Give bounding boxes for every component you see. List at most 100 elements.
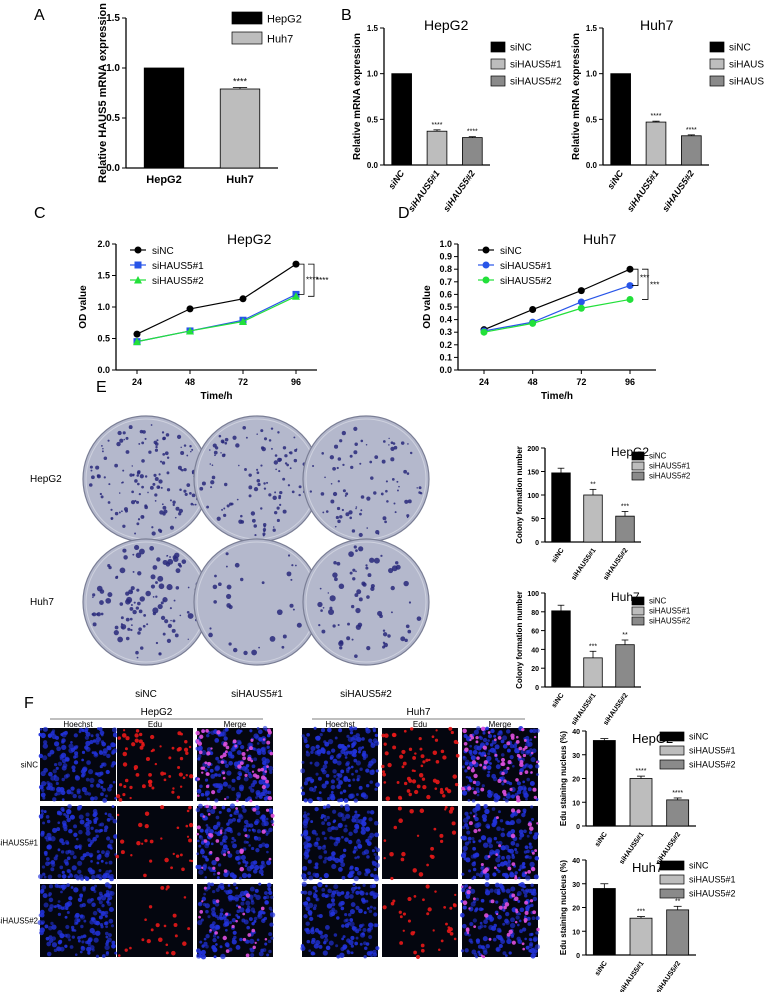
nucleus — [203, 892, 207, 896]
nucleus — [315, 744, 320, 749]
nucleus — [253, 864, 260, 871]
edu-positive-nucleus — [408, 747, 413, 751]
nucleus — [101, 911, 105, 915]
x-tick-label: siHAUS5#2 — [660, 168, 696, 213]
nucleus — [107, 875, 111, 879]
colony — [273, 460, 278, 465]
colony — [329, 455, 335, 460]
nucleus — [313, 726, 317, 730]
nucleus — [368, 934, 373, 940]
nucleus — [100, 785, 104, 789]
nucleus — [525, 945, 530, 950]
nucleus — [64, 861, 69, 866]
nucleus — [96, 783, 101, 788]
significance-label: *** — [637, 909, 645, 916]
colony — [350, 604, 355, 609]
nucleus — [469, 921, 474, 927]
colony — [134, 479, 138, 483]
edu-positive-nucleus — [527, 822, 533, 827]
nucleus — [460, 949, 465, 953]
nucleus — [267, 887, 271, 891]
nucleus — [365, 728, 371, 734]
bar — [219, 88, 261, 169]
legend-label: Huh7 — [267, 34, 293, 46]
edu-positive-nucleus — [176, 795, 181, 799]
nucleus — [108, 869, 112, 873]
nucleus — [518, 868, 521, 872]
nucleus — [66, 789, 72, 795]
nucleus — [257, 750, 262, 756]
nucleus — [332, 758, 338, 764]
nucleus — [487, 752, 491, 756]
colony — [240, 514, 243, 518]
nucleus — [487, 734, 493, 739]
edu-positive-nucleus — [533, 735, 537, 739]
edu-positive-nucleus — [178, 772, 183, 777]
significance-label: **** — [686, 127, 697, 134]
nucleus — [336, 954, 341, 959]
nucleus — [222, 916, 227, 921]
edu-positive-nucleus — [506, 766, 510, 770]
y-tick-label: 1.0 — [106, 63, 120, 74]
nucleus — [322, 950, 328, 956]
nucleus — [510, 840, 516, 846]
nucleus — [521, 812, 526, 818]
nucleus — [66, 817, 71, 823]
nucleus — [354, 866, 358, 870]
edu-positive-nucleus — [523, 739, 527, 742]
nucleus — [58, 884, 63, 889]
data-point — [529, 319, 537, 327]
edu-positive-nucleus — [189, 774, 194, 779]
nucleus — [253, 860, 258, 865]
edu-positive-nucleus — [445, 922, 448, 926]
colony — [128, 425, 133, 430]
edu-positive-nucleus — [468, 907, 471, 910]
x-tick-label: 24 — [479, 377, 489, 387]
nucleus — [509, 743, 515, 749]
colony — [366, 527, 369, 529]
nucleus — [301, 734, 305, 738]
nucleus — [210, 774, 216, 779]
nucleus — [255, 894, 261, 901]
nucleus — [212, 889, 216, 894]
nucleus — [55, 854, 59, 858]
nucleus — [226, 822, 230, 826]
colony — [258, 646, 260, 649]
edu-positive-nucleus — [215, 839, 220, 843]
bar — [615, 644, 635, 688]
colony — [279, 503, 282, 506]
nucleus — [336, 916, 340, 920]
colony — [224, 441, 228, 445]
nucleus — [301, 760, 305, 764]
nucleus — [366, 907, 370, 910]
y-tick-label: 2.0 — [97, 239, 110, 249]
colony — [139, 429, 144, 434]
y-tick-label: 0.3 — [439, 327, 452, 337]
nucleus — [236, 739, 242, 745]
edu-positive-nucleus — [480, 787, 485, 792]
y-tick-label: 40 — [572, 858, 580, 865]
colony — [289, 467, 292, 470]
edu-positive-nucleus — [122, 751, 128, 757]
edu-positive-nucleus — [430, 854, 435, 860]
colony — [268, 493, 272, 497]
colony — [159, 510, 164, 515]
nucleus — [514, 871, 518, 875]
nucleus — [486, 825, 491, 829]
edu-positive-nucleus — [224, 750, 228, 754]
nucleus — [57, 904, 63, 910]
edu-positive-nucleus — [420, 948, 425, 953]
nucleus — [80, 895, 83, 899]
nucleus — [350, 935, 355, 940]
nucleus — [350, 870, 355, 875]
colony — [191, 448, 194, 451]
nucleus — [196, 839, 200, 843]
nucleus — [84, 790, 89, 796]
nucleus — [231, 836, 235, 840]
colony — [140, 646, 144, 650]
edu-positive-nucleus — [151, 786, 155, 790]
nucleus — [306, 842, 312, 848]
edu-positive-nucleus — [466, 931, 470, 935]
nucleus — [370, 741, 374, 745]
